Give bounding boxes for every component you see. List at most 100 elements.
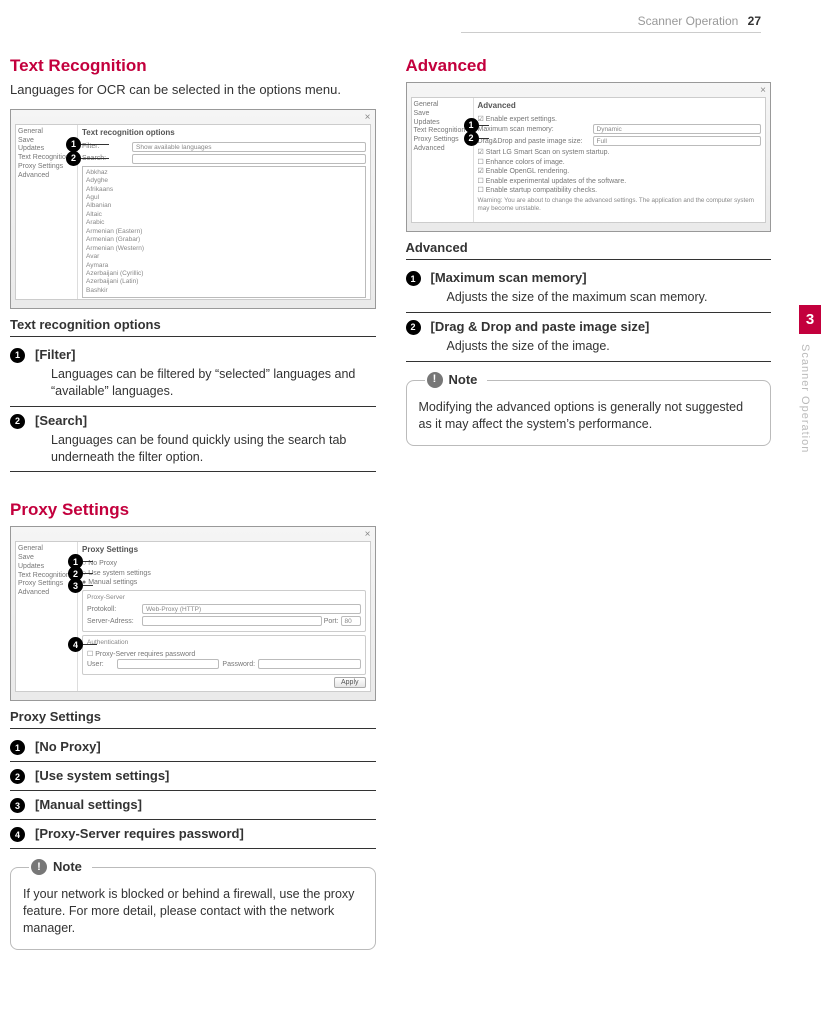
search-field xyxy=(132,154,366,164)
password-field xyxy=(258,659,360,669)
opengl-check: Enable OpenGL rendering. xyxy=(478,167,762,176)
note-text: If your network is blocked or behind a f… xyxy=(23,887,354,935)
nav-item: Proxy Settings xyxy=(414,136,471,145)
user-label: User: xyxy=(87,660,117,669)
list-item: Abkhaz xyxy=(86,169,362,177)
list-item: Armenian (Western) xyxy=(86,245,362,253)
list-item: Albanian xyxy=(86,202,362,210)
list-item: Arabic xyxy=(86,219,362,227)
page-header: Scanner Operation 27 xyxy=(461,0,761,33)
warning-text: Warning: You are about to change the adv… xyxy=(478,197,762,212)
item-no-proxy: 1 [No Proxy] xyxy=(10,733,376,762)
item-search: 2 [Search] Languages can be found quickl… xyxy=(10,407,376,473)
list-item: Aymara xyxy=(86,262,362,270)
port-label: Port: xyxy=(324,617,339,626)
list-item: Altaic xyxy=(86,211,362,219)
note-icon: ! xyxy=(31,859,47,875)
nav-item: Advanced xyxy=(18,589,75,598)
protokoll-label: Protokoll: xyxy=(87,605,142,614)
item-paste-size: 2 [Drag & Drop and paste image size] Adj… xyxy=(406,313,772,362)
item-label: [No Proxy] xyxy=(35,739,101,754)
item-desc: Languages can be filtered by “selected” … xyxy=(35,366,376,400)
callout-4: 4 xyxy=(68,637,97,652)
advanced-screenshot: × General Save Updates Text Recognition … xyxy=(406,82,772,232)
item-max-memory: 1 [Maximum scan memory] Adjusts the size… xyxy=(406,264,772,313)
header-section: Scanner Operation xyxy=(638,14,739,28)
list-item: Adyghe xyxy=(86,177,362,185)
item-desc: Adjusts the size of the image. xyxy=(431,338,650,355)
expert-settings-check: Enable expert settings. xyxy=(478,115,762,124)
page-number: 27 xyxy=(748,14,761,28)
text-recognition-subhead: Text recognition options xyxy=(10,317,376,337)
item-manual-settings: 3 [Manual settings] xyxy=(10,791,376,820)
item-proxy-password: 4 [Proxy-Server requires password] xyxy=(10,820,376,849)
list-item: Afrikaans xyxy=(86,186,362,194)
auth-checkbox: Proxy-Server requires password xyxy=(87,650,361,659)
item-label: [Search] xyxy=(35,413,376,428)
server-field xyxy=(142,616,322,626)
list-item: Azerbaijani (Latin) xyxy=(86,278,362,286)
paste-size-label: Drag&Drop and paste image size: xyxy=(478,137,593,146)
nav-item: Advanced xyxy=(18,172,75,181)
language-list: Abkhaz Adyghe Afrikaans Agul Albanian Al… xyxy=(82,166,366,298)
list-item: Azerbaijani (Cyrillic) xyxy=(86,270,362,278)
note-text: Modifying the advanced options is genera… xyxy=(419,400,744,431)
note-icon: ! xyxy=(427,372,443,388)
list-item: Armenian (Grabar) xyxy=(86,236,362,244)
nav-item: Text Recognition xyxy=(18,572,75,581)
password-label: Password: xyxy=(222,660,255,669)
system-settings-option: Use system settings xyxy=(82,569,366,578)
note-label: Note xyxy=(449,371,478,389)
nav-item: Save xyxy=(18,554,75,563)
nav-item: Proxy Settings xyxy=(18,580,75,589)
protokoll-field: Web-Proxy (HTTP) xyxy=(142,604,361,614)
panel-title: Proxy Settings xyxy=(82,545,366,556)
proxy-heading: Proxy Settings xyxy=(10,500,376,520)
nav-item: Updates xyxy=(18,563,75,572)
list-item: Avar xyxy=(86,253,362,261)
experimental-check: Enable experimental updates of the softw… xyxy=(478,177,762,186)
item-label: [Use system settings] xyxy=(35,768,169,783)
side-tab-number: 3 xyxy=(799,305,821,334)
max-memory-label: Maximum scan memory: xyxy=(478,125,593,134)
port-field: 80 xyxy=(341,616,361,626)
filter-dropdown: Show available languages xyxy=(132,142,366,152)
group-title: Proxy-Server xyxy=(87,594,361,603)
list-item: Bashkir xyxy=(86,287,362,295)
screenshot-nav: General Save Updates Text Recognition Pr… xyxy=(412,98,474,222)
side-tab: 3 Scanner Operation xyxy=(799,305,821,535)
nav-item: Text Recognition xyxy=(414,127,471,136)
callout-3: 3 xyxy=(68,578,93,593)
nav-item: Save xyxy=(414,110,471,119)
nav-item: General xyxy=(18,128,75,137)
panel-title: Text recognition options xyxy=(82,128,366,139)
item-label: [Manual settings] xyxy=(35,797,142,812)
text-recognition-intro: Languages for OCR can be selected in the… xyxy=(10,82,376,99)
item-desc: Adjusts the size of the maximum scan mem… xyxy=(431,289,708,306)
item-label: [Maximum scan memory] xyxy=(431,270,708,285)
side-tab-label: Scanner Operation xyxy=(799,334,811,453)
advanced-heading: Advanced xyxy=(406,56,772,76)
startup-check: Start LG Smart Scan on system startup. xyxy=(478,148,762,157)
item-desc: Languages can be found quickly using the… xyxy=(35,432,376,466)
manual-settings-option: Manual settings xyxy=(82,578,366,587)
max-memory-field: Dynamic xyxy=(593,124,762,134)
item-label: [Proxy-Server requires password] xyxy=(35,826,244,841)
callout-2: 2 xyxy=(66,151,109,166)
close-icon: × xyxy=(365,112,371,123)
nav-item: General xyxy=(18,545,75,554)
paste-size-field: Full xyxy=(593,136,762,146)
apply-button: Apply xyxy=(334,677,366,688)
text-recognition-screenshot: × General Save Updates Text Recognition … xyxy=(10,109,376,309)
nav-item: Updates xyxy=(414,119,471,128)
nav-item: General xyxy=(414,101,471,110)
group-title: Authentication xyxy=(87,639,361,648)
server-label: Server-Adress: xyxy=(87,617,142,626)
proxy-note: ! Note If your network is blocked or beh… xyxy=(10,867,376,950)
note-label: Note xyxy=(53,858,82,876)
list-item: Armenian (Eastern) xyxy=(86,228,362,236)
no-proxy-option: No Proxy xyxy=(82,559,366,568)
callout-2: 2 xyxy=(464,131,489,146)
nav-item: Advanced xyxy=(414,145,471,154)
user-field xyxy=(117,659,219,669)
